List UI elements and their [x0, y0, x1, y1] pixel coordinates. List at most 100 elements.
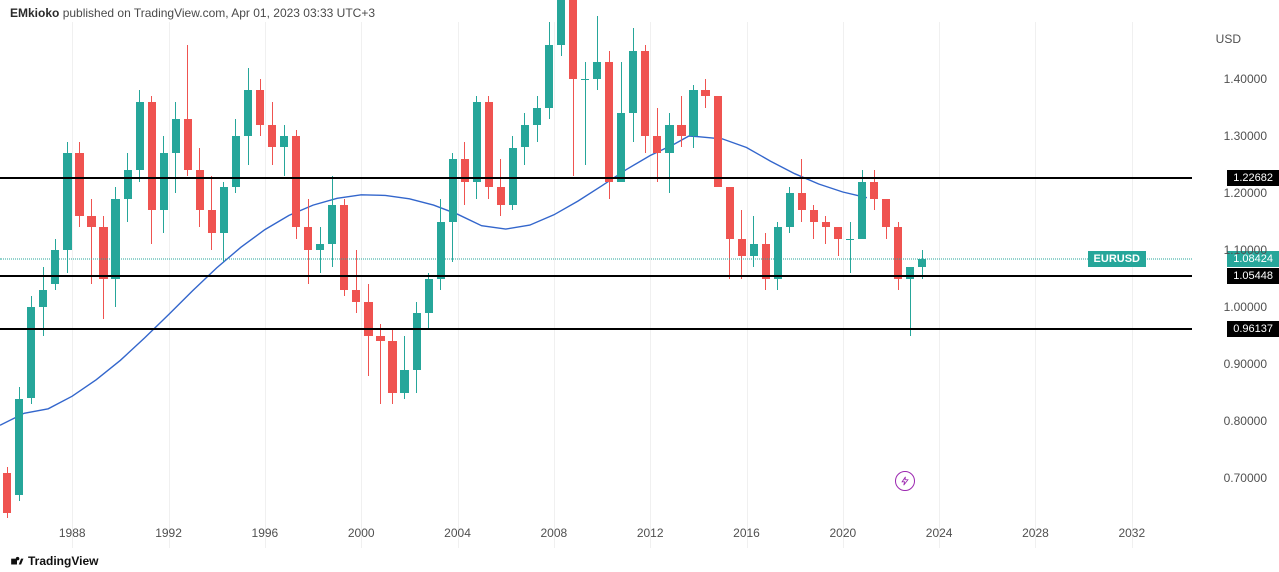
candle-body [268, 125, 276, 148]
candle-body [714, 96, 722, 187]
candle-body [750, 244, 758, 255]
candle-body [689, 90, 697, 136]
candle-body [677, 125, 685, 136]
candle-body [726, 187, 734, 238]
candle-body [27, 307, 35, 398]
candle-body [87, 216, 95, 227]
candle-body [232, 136, 240, 187]
candle-body [136, 102, 144, 170]
yaxis-tick-label: 1.40000 [1224, 72, 1267, 86]
candle-body [15, 399, 23, 496]
xaxis-tick-label: 1996 [252, 526, 279, 540]
candle-body [569, 0, 577, 79]
candle-body [846, 239, 854, 240]
candle-wick [597, 16, 598, 90]
candle-body [485, 102, 493, 188]
candle-body [148, 102, 156, 210]
candle-body [425, 279, 433, 313]
yaxis-tick-label: 0.70000 [1224, 471, 1267, 485]
xaxis-tick-label: 2008 [540, 526, 567, 540]
candle-body [63, 153, 71, 250]
chart-svg [0, 22, 1192, 524]
candle-body [99, 227, 107, 278]
candle-body [738, 239, 746, 256]
xaxis-tick-label: 1988 [59, 526, 86, 540]
candle-body [473, 102, 481, 182]
candle-body [413, 313, 421, 370]
candle-body [328, 205, 336, 245]
candle-body [521, 125, 529, 148]
candle-body [882, 199, 890, 228]
candle-wick [825, 216, 826, 245]
candle-body [918, 259, 926, 267]
horizontal-level-line[interactable] [0, 328, 1192, 330]
xaxis-tick-label: 2012 [637, 526, 664, 540]
level-price-tag: 0.96137 [1227, 321, 1279, 337]
candle-body [39, 290, 47, 307]
candle-body [184, 119, 192, 170]
current-price-line [0, 259, 1192, 260]
candle-wick [91, 199, 92, 285]
candle-body [605, 62, 613, 182]
candle-body [437, 222, 445, 279]
candle-body [701, 90, 709, 96]
chart-area[interactable]: 1.226821.054480.961371.08424EURUSD1.4000… [0, 22, 1279, 548]
horizontal-level-line[interactable] [0, 275, 1192, 277]
candle-body [256, 90, 264, 124]
candle-body [545, 45, 553, 108]
publish-header: EMkioko published on TradingView.com, Ap… [10, 6, 375, 20]
candle-body [557, 0, 565, 45]
candle-body [280, 136, 288, 147]
xaxis-tick-label: 2004 [444, 526, 471, 540]
candle-body [822, 222, 830, 228]
candle-body [449, 159, 457, 222]
brand-footer: TradingView [10, 554, 98, 568]
yaxis-tick-label: 1.10000 [1224, 243, 1267, 257]
tradingview-logo-icon [10, 554, 24, 568]
yaxis-tick-label: 1.20000 [1224, 186, 1267, 200]
candle-wick [801, 159, 802, 222]
candle-wick [320, 227, 321, 273]
candle-body [304, 227, 312, 250]
yaxis-tick-label: 1.00000 [1224, 300, 1267, 314]
candle-body [51, 250, 59, 284]
candle-wick [585, 62, 586, 165]
yaxis-unit-label: USD [1216, 32, 1241, 46]
candle-body [629, 51, 637, 114]
candle-body [75, 153, 83, 216]
candle-body [894, 227, 902, 278]
candle-body [497, 187, 505, 204]
candle-body [617, 113, 625, 181]
candle-body [834, 227, 842, 238]
candle-body [798, 193, 806, 210]
candle-body [160, 153, 168, 210]
xaxis-tick-label: 1992 [155, 526, 182, 540]
candle-body [533, 108, 541, 125]
candle-wick [284, 125, 285, 176]
candle-body [244, 90, 252, 136]
candle-wick [910, 273, 911, 336]
candle-body [3, 473, 11, 513]
horizontal-level-line[interactable] [0, 177, 1192, 179]
brand-label: TradingView [28, 554, 98, 568]
candle-body [400, 370, 408, 393]
candle-body [762, 244, 770, 278]
candle-body [388, 341, 396, 392]
candle-body [364, 302, 372, 336]
candle-body [340, 205, 348, 291]
candle-body [810, 210, 818, 221]
candle-body [316, 244, 324, 250]
candle-body [111, 199, 119, 279]
level-price-tag: 1.22682 [1227, 170, 1279, 186]
xaxis-tick-label: 2000 [348, 526, 375, 540]
candle-body [581, 79, 589, 80]
candle-body [220, 187, 228, 233]
candle-body [641, 51, 649, 137]
candle-body [786, 193, 794, 227]
xaxis-tick-label: 2024 [926, 526, 953, 540]
candle-body [124, 170, 132, 199]
lightning-bolt-icon[interactable] [895, 471, 915, 491]
candle-body [292, 136, 300, 227]
author-name: EMkioko [10, 6, 59, 20]
candle-body [352, 290, 360, 301]
